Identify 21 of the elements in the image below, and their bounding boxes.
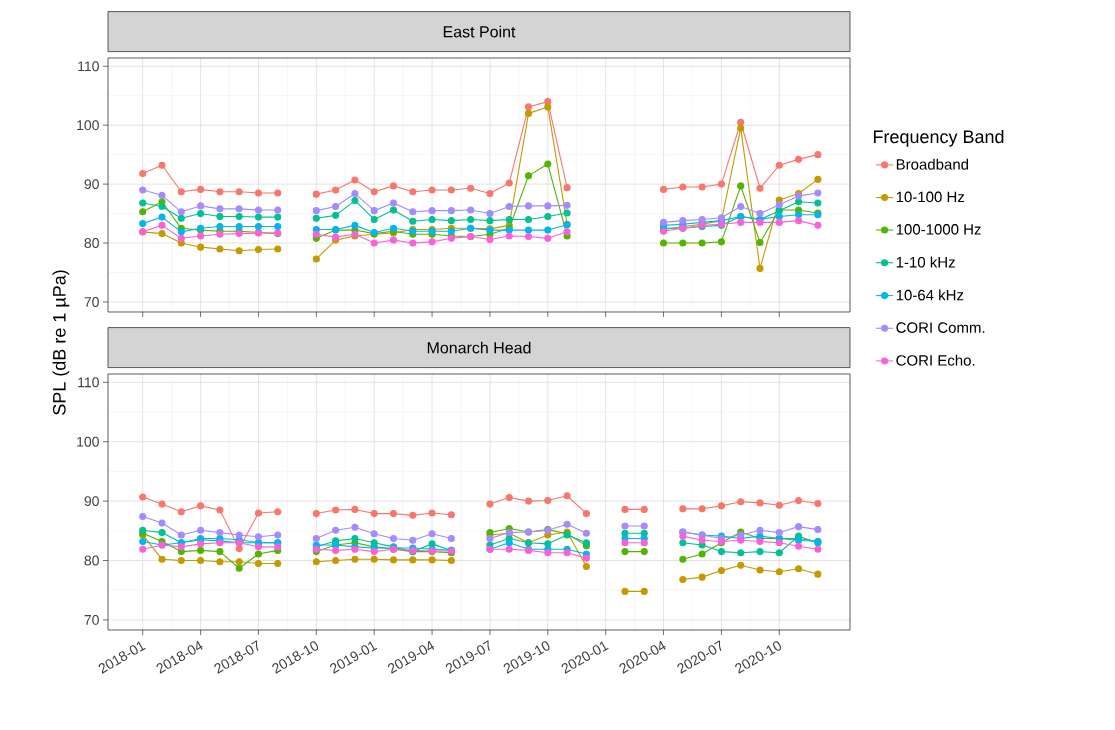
y-axis-title: SPL (dB re 1 µPa): [52, 270, 70, 415]
y-tick-label: 100: [77, 120, 99, 131]
chart-title: East Point: [443, 25, 516, 38]
legend-label: 1-10 kHz: [896, 256, 955, 268]
y-tick-label: 100: [77, 436, 99, 447]
y-tick-label: 80: [84, 238, 99, 248]
y-tick-label: 70: [84, 614, 99, 625]
legend-label: CORI Comm.: [896, 322, 985, 333]
y-tick-label: 70: [84, 297, 99, 307]
legend-label: Broadband: [896, 158, 969, 170]
y-tick-label: 110: [78, 377, 99, 388]
legend-label: CORI Echo.: [896, 354, 975, 366]
y-tick-label: 110: [78, 61, 99, 72]
y-tick-label: 80: [84, 555, 99, 566]
y-tick-label: 90: [84, 179, 99, 190]
legend-title: Frequency Band: [873, 129, 1004, 147]
legend-label: 10-64 kHz: [896, 289, 964, 301]
chart-title: Monarch Head: [427, 341, 531, 354]
legend-label: 100-1000 Hz: [896, 224, 981, 235]
legend-label: 10-100 Hz: [896, 191, 965, 203]
y-tick-label: 90: [84, 496, 99, 507]
